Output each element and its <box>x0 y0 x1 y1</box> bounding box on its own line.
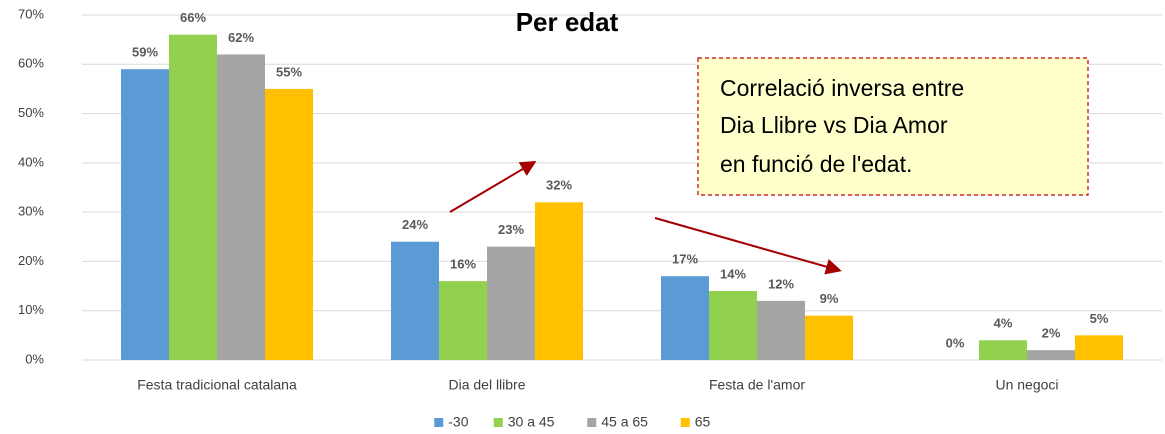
y-tick-label: 0% <box>25 351 44 366</box>
bar <box>487 246 535 360</box>
annotation-line: Correlació inversa entre <box>720 75 964 101</box>
legend-swatch <box>587 418 597 427</box>
legend-swatch <box>680 418 690 427</box>
bar <box>391 241 439 360</box>
y-tick-label: 40% <box>18 154 44 169</box>
bar <box>217 54 265 361</box>
x-tick-label: Festa de l'amor <box>709 377 805 393</box>
y-tick-label: 60% <box>18 56 44 71</box>
legend-swatch <box>493 418 503 427</box>
value-label: 2% <box>1042 326 1061 341</box>
y-tick-label: 30% <box>18 204 44 219</box>
bar <box>265 88 313 360</box>
value-label: 17% <box>672 252 698 267</box>
legend-swatch <box>434 418 444 427</box>
value-label: 5% <box>1090 311 1109 326</box>
bar <box>805 315 853 360</box>
x-tick-label: Un negoci <box>995 377 1058 393</box>
value-label: 4% <box>994 316 1013 331</box>
value-label: 12% <box>768 276 794 291</box>
y-tick-label: 20% <box>18 253 44 268</box>
arrow <box>654 217 842 275</box>
value-label: 16% <box>450 257 476 272</box>
bar <box>121 69 169 360</box>
value-label: 62% <box>228 30 254 45</box>
bar <box>169 34 217 360</box>
x-tick-label: Festa tradicional catalana <box>137 377 297 393</box>
value-label: 32% <box>546 178 572 193</box>
arrow <box>449 160 537 213</box>
bar <box>661 276 709 360</box>
annotation-line: Dia Llibre vs Dia Amor <box>720 112 948 138</box>
value-label: 0% <box>946 335 965 350</box>
value-label: 23% <box>498 222 524 237</box>
bar <box>439 281 487 360</box>
annotation-line: en funció de l'edat. <box>720 151 912 177</box>
legend-label: 65 <box>695 414 711 430</box>
value-label: 55% <box>276 64 302 79</box>
legend-label: 45 a 65 <box>601 414 648 430</box>
bar <box>535 202 583 360</box>
value-label: 14% <box>720 266 746 281</box>
bar <box>757 300 805 360</box>
x-tick-label: Dia del llibre <box>448 377 525 393</box>
bar <box>709 291 757 360</box>
chart-title: Per edat <box>516 7 619 37</box>
y-tick-label: 50% <box>18 105 44 120</box>
value-label: 66% <box>180 10 206 25</box>
y-tick-label: 10% <box>18 302 44 317</box>
bar <box>979 340 1027 360</box>
annotation-box <box>697 57 1089 196</box>
value-label: 59% <box>132 45 158 60</box>
y-tick-label: 70% <box>18 6 44 21</box>
value-label: 24% <box>402 217 428 232</box>
legend-label: -30 <box>448 414 468 430</box>
value-label: 9% <box>820 291 839 306</box>
bar <box>1027 350 1075 360</box>
legend-label: 30 a 45 <box>508 414 555 430</box>
bar <box>1075 335 1123 360</box>
